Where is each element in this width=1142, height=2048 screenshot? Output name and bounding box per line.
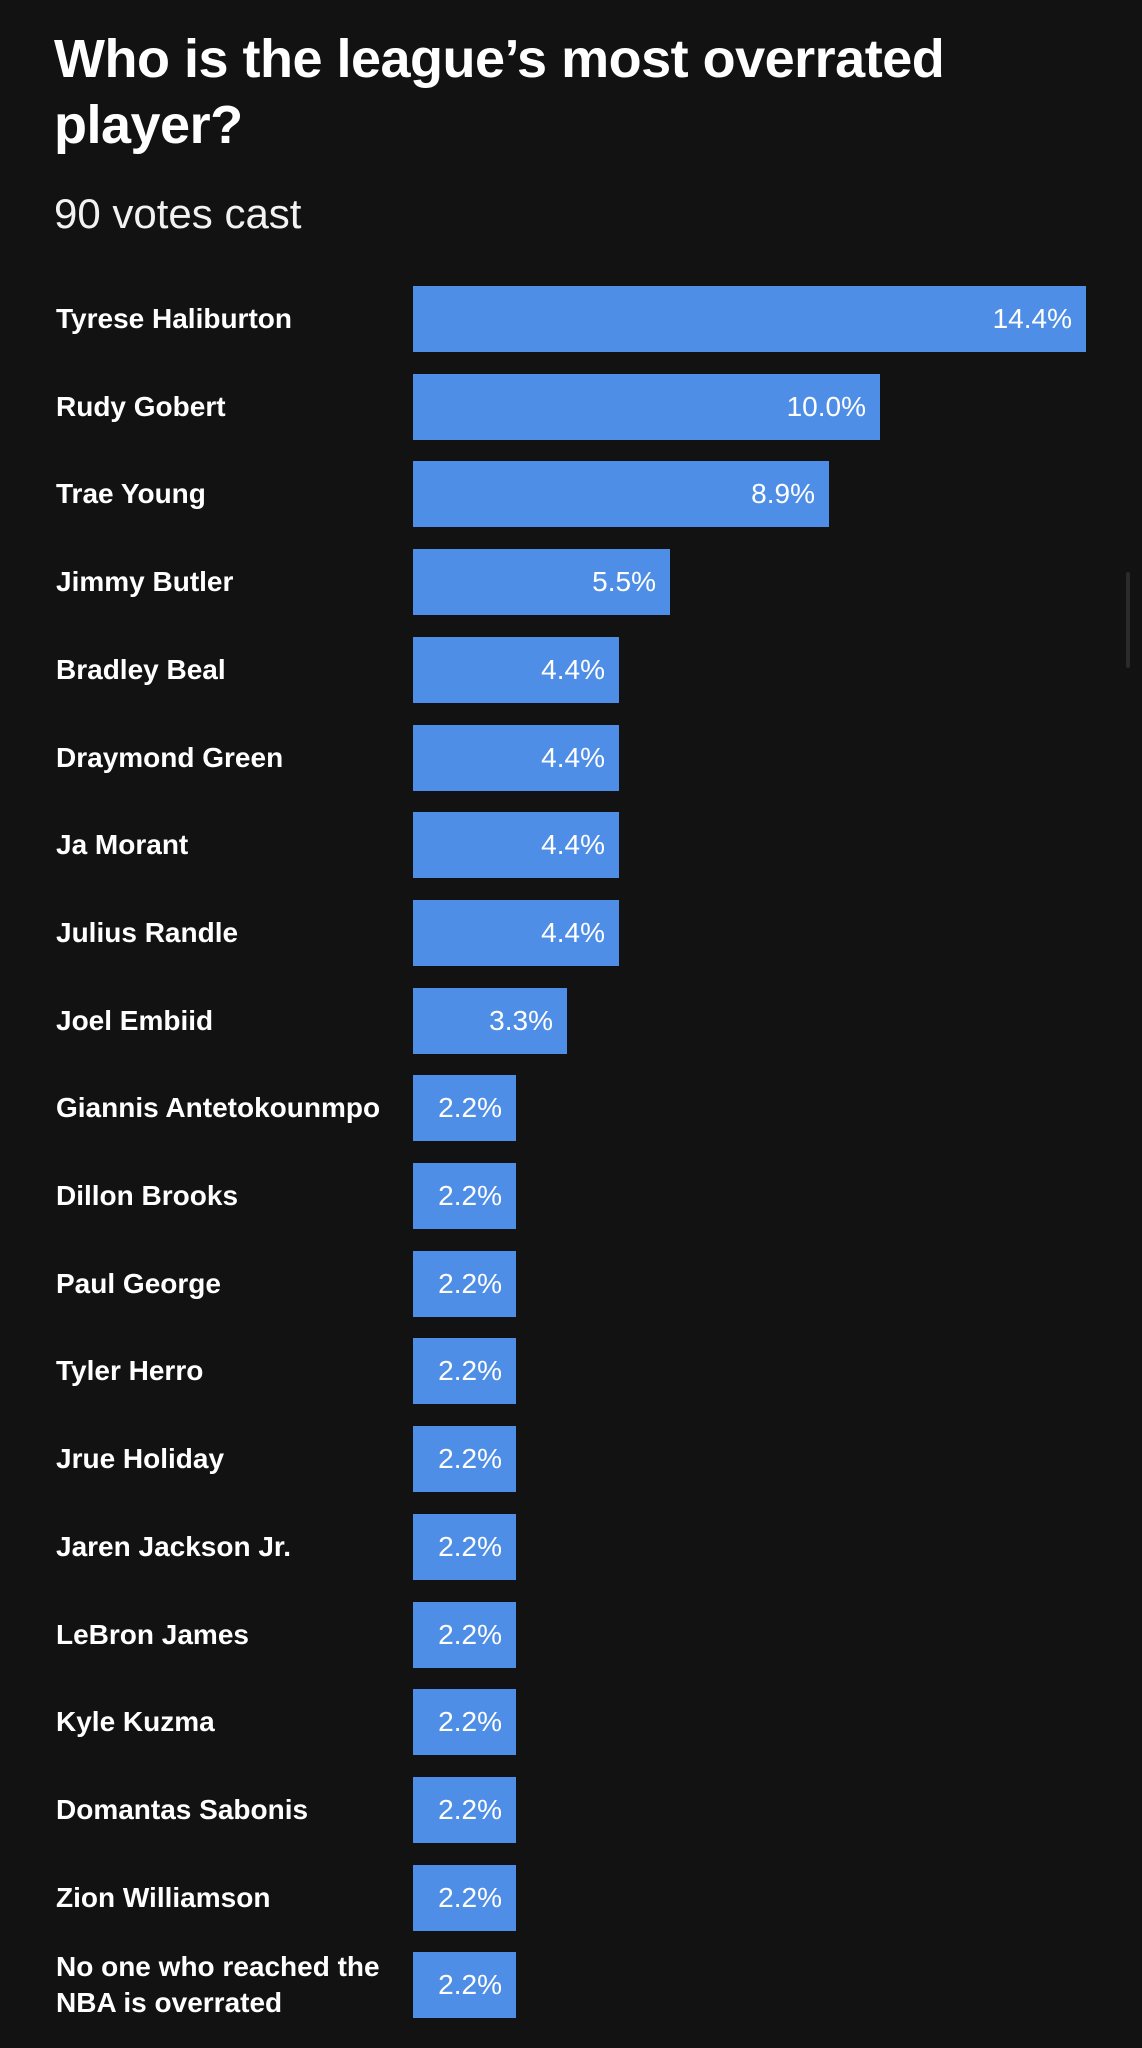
value-label: 2.2%	[438, 1706, 502, 1738]
bar	[413, 724, 619, 791]
bar	[413, 1952, 516, 2019]
value-label: 14.4%	[992, 303, 1072, 334]
value-label: 2.2%	[438, 1355, 502, 1387]
category-label: Giannis Antetokounmpo	[56, 1092, 381, 1124]
value-label: 2.2%	[438, 1443, 502, 1475]
value-label: 2.2%	[438, 1969, 502, 2001]
bar	[413, 1426, 516, 1493]
value-label: 2.2%	[438, 1793, 502, 1825]
bar-row: Jaren Jackson Jr. 2.2%	[0, 1513, 1142, 1580]
value-label: 2.2%	[438, 1267, 502, 1299]
category-label: LeBron James	[56, 1618, 249, 1650]
category-label: Julius Randle	[56, 916, 239, 948]
bar-row: LeBron James 2.2%	[0, 1601, 1142, 1668]
category-label: Rudy Gobert	[56, 390, 226, 422]
bar	[413, 1776, 516, 1843]
value-label: 10.0%	[786, 390, 866, 422]
value-label: 2.2%	[438, 1530, 502, 1562]
bar-row: Domantas Sabonis 2.2%	[0, 1776, 1142, 1843]
category-label: Tyrese Haliburton	[56, 303, 292, 334]
value-label: 5.5%	[592, 566, 656, 598]
bar	[413, 1513, 516, 1580]
category-label: Tyler Herro	[56, 1355, 204, 1387]
value-label: 2.2%	[438, 1618, 502, 1650]
value-label: 2.2%	[438, 1180, 502, 1211]
bar	[413, 636, 619, 703]
category-label: No one who reached the NBA is overrated	[56, 1951, 380, 2019]
bar	[413, 1250, 516, 1317]
category-label: Ja Morant	[56, 829, 189, 861]
bar-row: Julius Randle 4.4%	[0, 899, 1142, 966]
category-label: Kyle Kuzma	[56, 1706, 215, 1738]
category-label: Jrue Holiday	[56, 1443, 225, 1475]
bar	[413, 1075, 516, 1142]
bar-row: Draymond Green 4.4%	[0, 724, 1142, 791]
category-label: Draymond Green	[56, 741, 284, 773]
category-label: Jaren Jackson Jr.	[56, 1530, 292, 1562]
bar	[413, 549, 670, 616]
bar	[413, 987, 567, 1054]
bar	[413, 812, 619, 879]
value-label: 4.4%	[541, 829, 605, 861]
bar-row: Tyler Herro 2.2%	[0, 1338, 1142, 1405]
category-label: Zion Williamson	[56, 1881, 271, 1913]
bar-row: Dillon Brooks 2.2%	[0, 1163, 1142, 1229]
category-label: Jimmy Butler	[56, 566, 234, 598]
bar-row: Jrue Holiday 2.2%	[0, 1426, 1142, 1493]
bar	[413, 1864, 516, 1931]
value-label: 4.4%	[541, 653, 605, 685]
bar-row: Tyrese Haliburton 14.4%	[0, 286, 1142, 352]
bar-row: Rudy Gobert 10.0%	[0, 373, 1142, 440]
bar-row: Jimmy Butler 5.5%	[0, 549, 1142, 616]
category-label: Dillon Brooks	[56, 1180, 239, 1211]
bar	[413, 286, 1086, 352]
bar-row: Bradley Beal 4.4%	[0, 636, 1142, 703]
bar-row: Paul George 2.2%	[0, 1250, 1142, 1317]
bar	[413, 899, 619, 966]
bar-row: No one who reached the NBA is overrated 2…	[0, 1951, 1142, 2019]
bar-row: Kyle Kuzma 2.2%	[0, 1689, 1142, 1756]
bar	[413, 1689, 516, 1756]
bar-row: Giannis Antetokounmpo 2.2%	[0, 1075, 1142, 1142]
bar	[413, 1601, 516, 1668]
bar-row: Trae Young 8.9%	[0, 461, 1142, 528]
value-label: 2.2%	[438, 1092, 502, 1124]
chart-title: Who is the league’s most overrated playe…	[54, 29, 945, 155]
value-label: 4.4%	[541, 916, 605, 948]
bar	[413, 1163, 516, 1229]
bar	[413, 1338, 516, 1405]
value-label: 3.3%	[489, 1004, 553, 1036]
category-label: Paul George	[56, 1267, 221, 1299]
category-label: Joel Embiid	[56, 1004, 214, 1036]
bar-row: Joel Embiid 3.3%	[0, 987, 1142, 1054]
value-label: 4.4%	[541, 741, 605, 773]
category-label: Domantas Sabonis	[56, 1793, 309, 1825]
value-label: 2.2%	[438, 1881, 502, 1913]
bar-row: Ja Morant 4.4%	[0, 812, 1142, 879]
bar	[413, 461, 829, 528]
category-label: Trae Young	[56, 478, 206, 510]
chart-subtitle: 90 votes cast	[54, 190, 302, 237]
bar	[413, 373, 880, 440]
value-label: 8.9%	[751, 478, 815, 510]
bar-row: Zion Williamson 2.2%	[0, 1864, 1142, 1931]
category-label: Bradley Beal	[56, 653, 226, 685]
scrollbar[interactable]	[1126, 572, 1130, 668]
